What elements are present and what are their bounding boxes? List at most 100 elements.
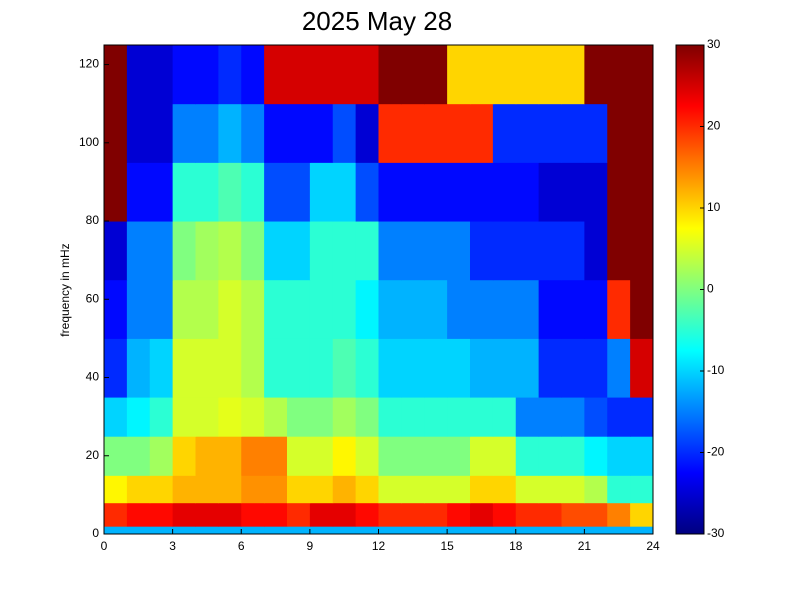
heatmap-cell: [378, 397, 402, 437]
heatmap-cell: [584, 103, 608, 163]
heatmap-cell: [104, 475, 128, 504]
x-tick-label: 12: [372, 539, 386, 553]
x-tick-label: 24: [646, 539, 660, 553]
heatmap-cell: [470, 338, 494, 398]
heatmap-cell: [378, 45, 402, 105]
heatmap-cell: [538, 279, 562, 339]
heatmap-cell: [584, 338, 608, 398]
heatmap-cell: [149, 162, 174, 222]
heatmap-cell: [401, 526, 425, 535]
heatmap-cell: [241, 526, 265, 535]
heatmap-cell: [470, 475, 494, 504]
heatmap-cell: [126, 162, 151, 222]
heatmap-cell: [126, 502, 151, 527]
heatmap-cell: [515, 162, 540, 222]
heatmap-cell: [104, 279, 128, 339]
heatmap-cell: [332, 526, 357, 535]
heatmap-cell: [424, 436, 448, 476]
heatmap-cell: [515, 103, 540, 163]
heatmap-cell: [264, 502, 288, 527]
x-tick-label: 21: [578, 539, 592, 553]
heatmap-cell: [424, 475, 448, 504]
heatmap-cell: [241, 436, 265, 476]
heatmap-cell: [172, 502, 196, 527]
heatmap-cell: [630, 103, 654, 163]
heatmap-cell: [561, 221, 585, 281]
heatmap-cell: [172, 279, 196, 339]
x-tick-label: 3: [169, 539, 176, 553]
heatmap-cell: [149, 397, 174, 437]
heatmap-cell: [401, 103, 425, 163]
heatmap-cell: [584, 436, 608, 476]
heatmap-cell: [378, 279, 402, 339]
y-tick-label: 60: [86, 291, 100, 305]
heatmap-cell: [424, 279, 448, 339]
heatmap-cell: [287, 338, 311, 398]
heatmap-cell: [195, 526, 219, 535]
heatmap-cell: [630, 436, 654, 476]
heatmap-cell: [538, 475, 562, 504]
heatmap-cell: [355, 475, 379, 504]
heatmap-cell: [561, 475, 585, 504]
heatmap-cell: [195, 397, 219, 437]
x-tick-label: 15: [440, 539, 454, 553]
heatmap-cell: [515, 436, 540, 476]
heatmap-cell: [447, 397, 471, 437]
heatmap-cell: [447, 526, 471, 535]
heatmap-cell: [561, 45, 585, 105]
chart-title: 2025 May 28: [302, 6, 452, 36]
colorbar: [675, 44, 705, 535]
heatmap-cell: [218, 397, 242, 437]
heatmap-cell: [561, 397, 585, 437]
heatmap-cell: [218, 279, 242, 339]
heatmap-cell: [470, 502, 494, 527]
heatmap-cell: [538, 221, 562, 281]
heatmap-cell: [492, 338, 517, 398]
heatmap-cell: [378, 475, 402, 504]
heatmap-cell: [332, 502, 357, 527]
heatmap-cell: [447, 475, 471, 504]
heatmap-cell: [149, 338, 174, 398]
x-tick-label: 0: [101, 539, 108, 553]
heatmap-cell: [195, 279, 219, 339]
heatmap-cell: [492, 279, 517, 339]
y-tick-label: 120: [79, 57, 99, 71]
heatmap-cell: [470, 221, 494, 281]
heatmap-cell: [287, 502, 311, 527]
heatmap-cell: [607, 436, 631, 476]
heatmap-cell: [538, 397, 562, 437]
heatmap-cell: [287, 436, 311, 476]
heatmap-cell: [149, 279, 174, 339]
heatmap-cell: [195, 221, 219, 281]
heatmap-cell: [492, 221, 517, 281]
heatmap-cell: [424, 162, 448, 222]
colorbar-tick-label: 20: [707, 119, 721, 133]
heatmap-cell: [492, 502, 517, 527]
heatmap-cell: [172, 221, 196, 281]
heatmap-cell: [126, 279, 151, 339]
heatmap-cell: [126, 221, 151, 281]
heatmap-cell: [424, 45, 448, 105]
heatmap-cell: [195, 502, 219, 527]
heatmap-cell: [241, 279, 265, 339]
heatmap-cell: [355, 397, 379, 437]
heatmap-cell: [447, 338, 471, 398]
heatmap-cell: [447, 436, 471, 476]
heatmap-cell: [126, 436, 151, 476]
heatmap-cell: [447, 103, 471, 163]
heatmap-cell: [355, 45, 379, 105]
heatmap-cell: [172, 397, 196, 437]
heatmap-cell: [470, 279, 494, 339]
heatmap-cell: [355, 526, 379, 535]
heatmap-cell: [126, 45, 151, 105]
heatmap-cell: [424, 502, 448, 527]
heatmap-cell: [401, 338, 425, 398]
heatmap-cell: [584, 162, 608, 222]
heatmap-cell: [332, 221, 357, 281]
heatmap-cell: [538, 162, 562, 222]
heatmap-cell: [264, 338, 288, 398]
heatmap-cell: [424, 338, 448, 398]
heatmap-cell: [332, 397, 357, 437]
heatmap-cell: [309, 162, 334, 222]
heatmap-cell: [424, 103, 448, 163]
